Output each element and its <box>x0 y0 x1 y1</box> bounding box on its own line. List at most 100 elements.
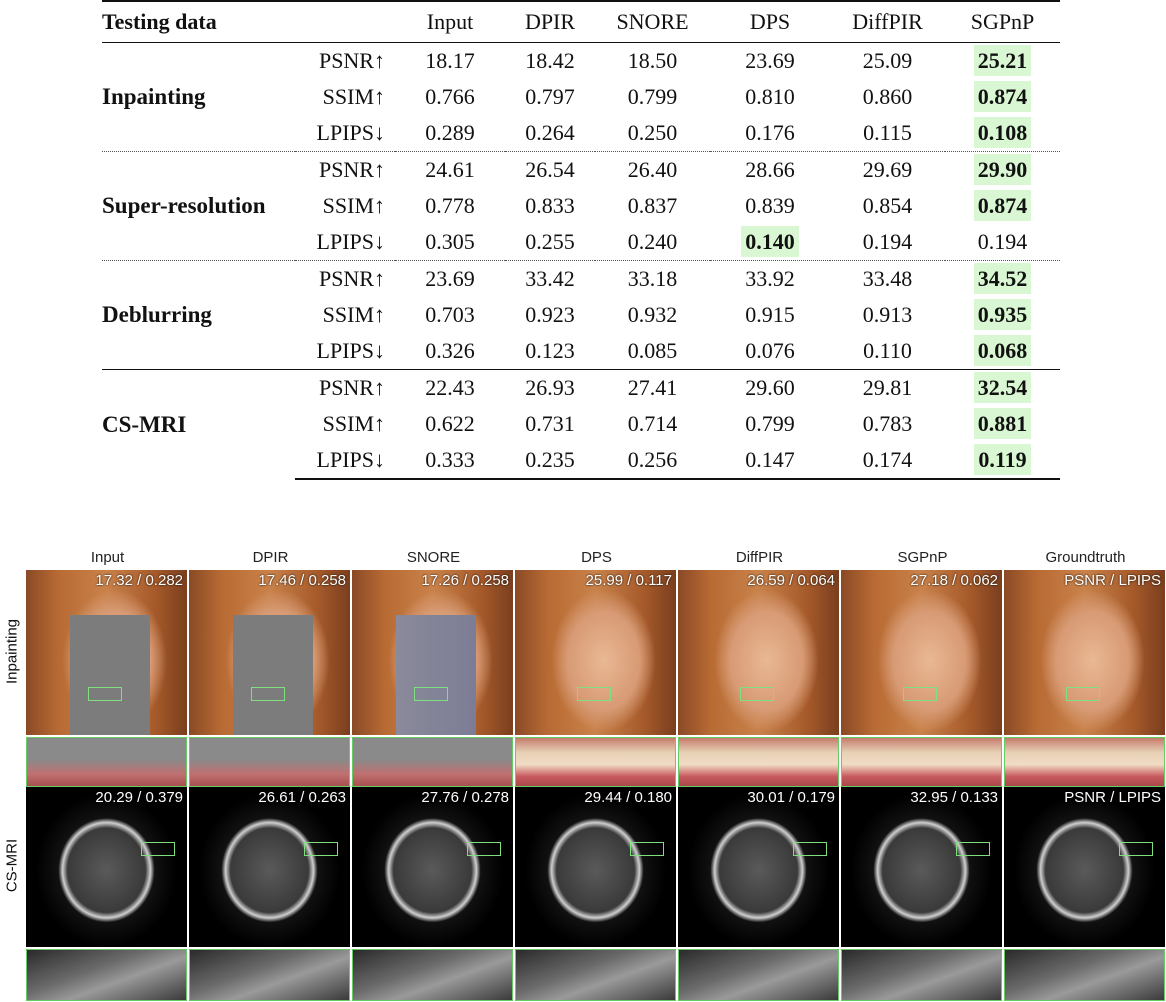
table-cell: 26.40 <box>595 151 710 188</box>
zoom-box <box>630 842 664 856</box>
cell-value: 33.42 <box>525 266 575 291</box>
table-cell: 0.119 <box>945 442 1060 480</box>
cell-value: 0.119 <box>974 444 1031 475</box>
column-header: DiffPIR <box>735 549 784 566</box>
metric-overlay: 29.44 / 0.180 <box>584 789 672 806</box>
table-cell: 26.54 <box>505 151 595 188</box>
table-cell: 33.48 <box>830 260 945 297</box>
zoom-box <box>88 687 122 701</box>
table-cell: 18.42 <box>505 43 595 80</box>
table-cell: 0.194 <box>945 224 1060 261</box>
cell-value: 25.09 <box>862 48 913 73</box>
table-cell: 0.305 <box>395 224 505 261</box>
cell-value: 0.194 <box>862 229 913 254</box>
table-cell: 0.833 <box>505 188 595 224</box>
table-cell: 0.799 <box>710 406 830 442</box>
zoom-box <box>251 687 285 701</box>
table-cell: 0.194 <box>830 224 945 261</box>
metric-overlay: 32.95 / 0.133 <box>910 789 998 806</box>
zoomed-crop <box>1004 737 1165 787</box>
cell-value: 0.881 <box>973 408 1032 439</box>
table-cell: 26.93 <box>505 369 595 406</box>
table-cell: 0.913 <box>830 297 945 333</box>
cell-value: 0.250 <box>627 120 678 145</box>
cell-value: 0.622 <box>425 411 475 436</box>
group-label: Super-resolution <box>102 151 295 261</box>
mri-image: 26.61 / 0.263 <box>189 787 350 947</box>
cell-value: 0.194 <box>977 229 1028 254</box>
table-cell: 0.731 <box>505 406 595 442</box>
column-header: SGPnP <box>897 549 948 566</box>
results-table: Testing data Input DPIR SNORE DPS DiffPI… <box>102 0 1060 480</box>
cell-value: 33.48 <box>862 266 913 291</box>
cell-value: 0.766 <box>425 84 475 109</box>
cell-value: 26.40 <box>627 157 678 182</box>
table-cell: 29.69 <box>830 151 945 188</box>
mri-image: PSNR / LPIPS <box>1004 787 1165 947</box>
metric-overlay: PSNR / LPIPS <box>1064 789 1161 806</box>
cell-value: 26.54 <box>525 157 575 182</box>
cell-value: 0.854 <box>862 193 913 218</box>
cell-value: 0.147 <box>745 447 795 472</box>
table-cell: 25.09 <box>830 43 945 80</box>
table-cell: 0.110 <box>830 333 945 370</box>
cell-value: 0.932 <box>627 302 678 327</box>
table-cell: 0.115 <box>830 115 945 152</box>
table-cell: 33.92 <box>710 260 830 297</box>
cell-value: 33.92 <box>745 266 795 291</box>
table-cell: 0.854 <box>830 188 945 224</box>
table-cell: 0.839 <box>710 188 830 224</box>
table-cell: 0.797 <box>505 79 595 115</box>
table-cell: 0.235 <box>505 442 595 480</box>
metric-overlay: 27.18 / 0.062 <box>910 572 998 589</box>
cell-value: 23.69 <box>425 266 475 291</box>
cell-value: 0.255 <box>525 229 575 254</box>
face-image: 17.26 / 0.258 <box>352 570 513 735</box>
cell-value: 0.783 <box>862 411 913 436</box>
inpainting-mask <box>233 615 313 735</box>
table-cell: 0.881 <box>945 406 1060 442</box>
metric-overlay: 25.99 / 0.117 <box>585 572 672 589</box>
cell-value: 34.52 <box>973 263 1032 294</box>
cell-value: 0.874 <box>973 81 1032 112</box>
table-row: SSIM↑ 0.778 0.833 0.837 0.839 0.854 0.874 <box>102 188 1060 224</box>
table-cell: 0.076 <box>710 333 830 370</box>
metric-label: SSIM↑ <box>322 193 385 218</box>
zoomed-crop <box>26 949 187 1001</box>
table-cell: 0.874 <box>945 188 1060 224</box>
column-header: DPIR <box>252 549 289 566</box>
cell-value: 24.61 <box>425 157 475 182</box>
header-snore: SNORE <box>616 9 689 34</box>
cell-value: 29.90 <box>973 154 1032 185</box>
cell-value: 0.799 <box>745 411 795 436</box>
zoom-box <box>414 687 448 701</box>
cell-value: 0.913 <box>862 302 913 327</box>
table-cell: 0.140 <box>710 224 830 261</box>
table-cell: 0.874 <box>945 79 1060 115</box>
column-header: SNORE <box>406 549 461 566</box>
cell-value: 33.18 <box>627 266 678 291</box>
column-header: Input <box>90 549 125 566</box>
table-cell: 0.766 <box>395 79 505 115</box>
cell-value: 0.731 <box>525 411 575 436</box>
table-cell: 34.52 <box>945 260 1060 297</box>
metric-overlay: 20.29 / 0.379 <box>95 789 183 806</box>
cell-value: 0.799 <box>627 84 678 109</box>
cell-value: 0.874 <box>973 190 1032 221</box>
table-cell: 33.18 <box>595 260 710 297</box>
row-label: CS-MRI <box>3 838 21 893</box>
cell-value: 18.17 <box>425 48 475 73</box>
metric-label: SSIM↑ <box>322 411 385 436</box>
zoomed-crop <box>189 949 350 1001</box>
face-image: 26.59 / 0.064 <box>678 570 839 735</box>
cell-value: 0.810 <box>745 84 795 109</box>
cell-value: 0.176 <box>745 120 795 145</box>
cell-value: 29.69 <box>862 157 913 182</box>
header-metric <box>295 1 395 43</box>
cell-value: 0.140 <box>741 226 799 257</box>
metric-label: LPIPS↓ <box>295 442 395 480</box>
table-cell: 0.810 <box>710 79 830 115</box>
zoomed-crop <box>678 949 839 1001</box>
header-sgpnp: SGPnP <box>970 9 1035 34</box>
table-cell: 0.068 <box>945 333 1060 370</box>
